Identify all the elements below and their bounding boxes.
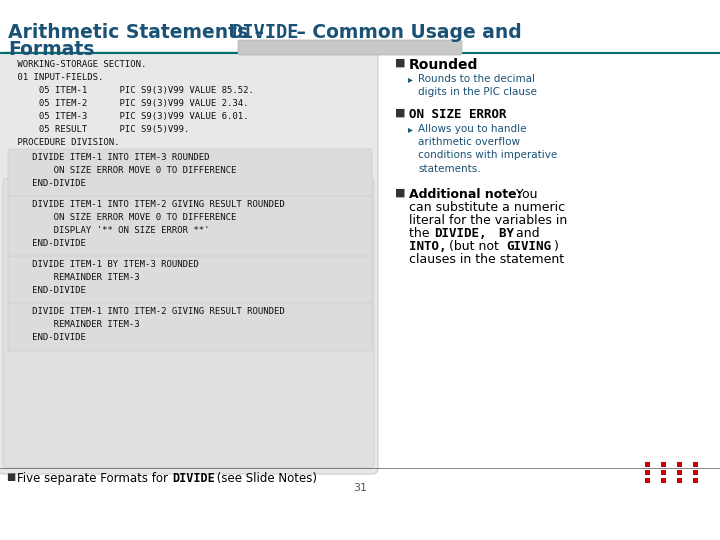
Text: the: the <box>409 227 433 240</box>
Bar <box>677 470 682 475</box>
Text: Rounded: Rounded <box>409 58 478 72</box>
Text: DIVIDE: DIVIDE <box>172 472 215 485</box>
FancyBboxPatch shape <box>0 52 378 474</box>
Text: 05 ITEM-3      PIC S9(3)V99 VALUE 6.01.: 05 ITEM-3 PIC S9(3)V99 VALUE 6.01. <box>12 112 248 121</box>
Bar <box>677 462 682 467</box>
FancyBboxPatch shape <box>8 303 372 351</box>
Bar <box>661 462 666 467</box>
Text: 31: 31 <box>353 483 367 493</box>
Text: END-DIVIDE: END-DIVIDE <box>16 239 86 248</box>
FancyBboxPatch shape <box>8 149 372 197</box>
Text: ON SIZE ERROR MOVE 0 TO DIFFERENCE: ON SIZE ERROR MOVE 0 TO DIFFERENCE <box>16 213 236 222</box>
Bar <box>693 470 698 475</box>
FancyBboxPatch shape <box>8 196 372 257</box>
FancyBboxPatch shape <box>8 256 372 304</box>
Text: DIVIDE,: DIVIDE, <box>434 227 487 240</box>
Text: Arithmetic Statements –: Arithmetic Statements – <box>8 23 271 42</box>
Bar <box>645 478 650 483</box>
Text: WORKING-STORAGE SECTION.: WORKING-STORAGE SECTION. <box>12 60 146 69</box>
Text: Formats: Formats <box>8 40 94 59</box>
Text: clauses in the statement: clauses in the statement <box>409 253 564 266</box>
Text: END-DIVIDE: END-DIVIDE <box>16 179 86 188</box>
Text: ■: ■ <box>395 58 405 68</box>
Text: 05 ITEM-1      PIC S9(3)V99 VALUE 85.52.: 05 ITEM-1 PIC S9(3)V99 VALUE 85.52. <box>12 86 254 95</box>
FancyBboxPatch shape <box>3 178 374 468</box>
Text: ON SIZE ERROR MOVE 0 TO DIFFERENCE: ON SIZE ERROR MOVE 0 TO DIFFERENCE <box>16 166 236 175</box>
Text: ▸: ▸ <box>408 74 413 84</box>
Text: and: and <box>512 227 539 240</box>
Text: DIVIDE ITEM-1 BY ITEM-3 ROUNDED: DIVIDE ITEM-1 BY ITEM-3 ROUNDED <box>16 260 199 269</box>
Text: DIVIDE ITEM-1 INTO ITEM-2 GIVING RESULT ROUNDED: DIVIDE ITEM-1 INTO ITEM-2 GIVING RESULT … <box>16 200 284 209</box>
Text: (see Slide Notes): (see Slide Notes) <box>213 472 317 485</box>
Bar <box>693 462 698 467</box>
Bar <box>661 470 666 475</box>
Text: literal for the variables in: literal for the variables in <box>409 214 567 227</box>
Text: END-DIVIDE: END-DIVIDE <box>16 333 86 342</box>
Bar <box>693 478 698 483</box>
Text: – Common Usage and: – Common Usage and <box>290 23 522 42</box>
FancyBboxPatch shape <box>238 40 462 55</box>
Text: ▸: ▸ <box>408 124 413 134</box>
Text: REMAINDER ITEM-3: REMAINDER ITEM-3 <box>16 320 140 329</box>
Text: (but not: (but not <box>445 240 503 253</box>
Text: ■: ■ <box>395 108 405 118</box>
Text: Additional note:: Additional note: <box>409 188 521 201</box>
Text: ON SIZE ERROR: ON SIZE ERROR <box>409 108 506 121</box>
Text: 05 ITEM-2      PIC S9(3)V99 VALUE 2.34.: 05 ITEM-2 PIC S9(3)V99 VALUE 2.34. <box>12 99 248 108</box>
Text: BY: BY <box>484 227 514 240</box>
Text: ): ) <box>554 240 559 253</box>
Text: 05 RESULT      PIC S9(5)V99.: 05 RESULT PIC S9(5)V99. <box>12 125 189 134</box>
Text: ■: ■ <box>395 188 405 198</box>
Text: REMAINDER ITEM-3: REMAINDER ITEM-3 <box>16 273 140 282</box>
Text: DIVIDE ITEM-1 INTO ITEM-3 ROUNDED: DIVIDE ITEM-1 INTO ITEM-3 ROUNDED <box>16 153 210 162</box>
Text: GIVING: GIVING <box>506 240 551 253</box>
Text: DIVIDE ITEM-1 INTO ITEM-2 GIVING RESULT ROUNDED: DIVIDE ITEM-1 INTO ITEM-2 GIVING RESULT … <box>16 307 284 316</box>
Text: You: You <box>512 188 538 201</box>
Text: can substitute a numeric: can substitute a numeric <box>409 201 565 214</box>
Text: DIVIDE: DIVIDE <box>232 23 300 42</box>
Bar <box>677 478 682 483</box>
Text: END-DIVIDE: END-DIVIDE <box>16 286 86 295</box>
Text: 01 INPUT-FIELDS.: 01 INPUT-FIELDS. <box>12 73 104 82</box>
Text: DISPLAY '** ON SIZE ERROR **': DISPLAY '** ON SIZE ERROR **' <box>16 226 210 235</box>
Text: Allows you to handle
arithmetic overflow
conditions with imperative
statements.: Allows you to handle arithmetic overflow… <box>418 124 557 173</box>
Text: Rounds to the decimal
digits in the PIC clause: Rounds to the decimal digits in the PIC … <box>418 74 537 97</box>
Bar <box>645 470 650 475</box>
Text: ■: ■ <box>6 472 15 482</box>
Bar <box>645 462 650 467</box>
Bar <box>661 478 666 483</box>
Text: Five separate Formats for: Five separate Formats for <box>17 472 172 485</box>
Text: INTO,: INTO, <box>409 240 446 253</box>
Text: PROCEDURE DIVISION.: PROCEDURE DIVISION. <box>12 138 120 147</box>
